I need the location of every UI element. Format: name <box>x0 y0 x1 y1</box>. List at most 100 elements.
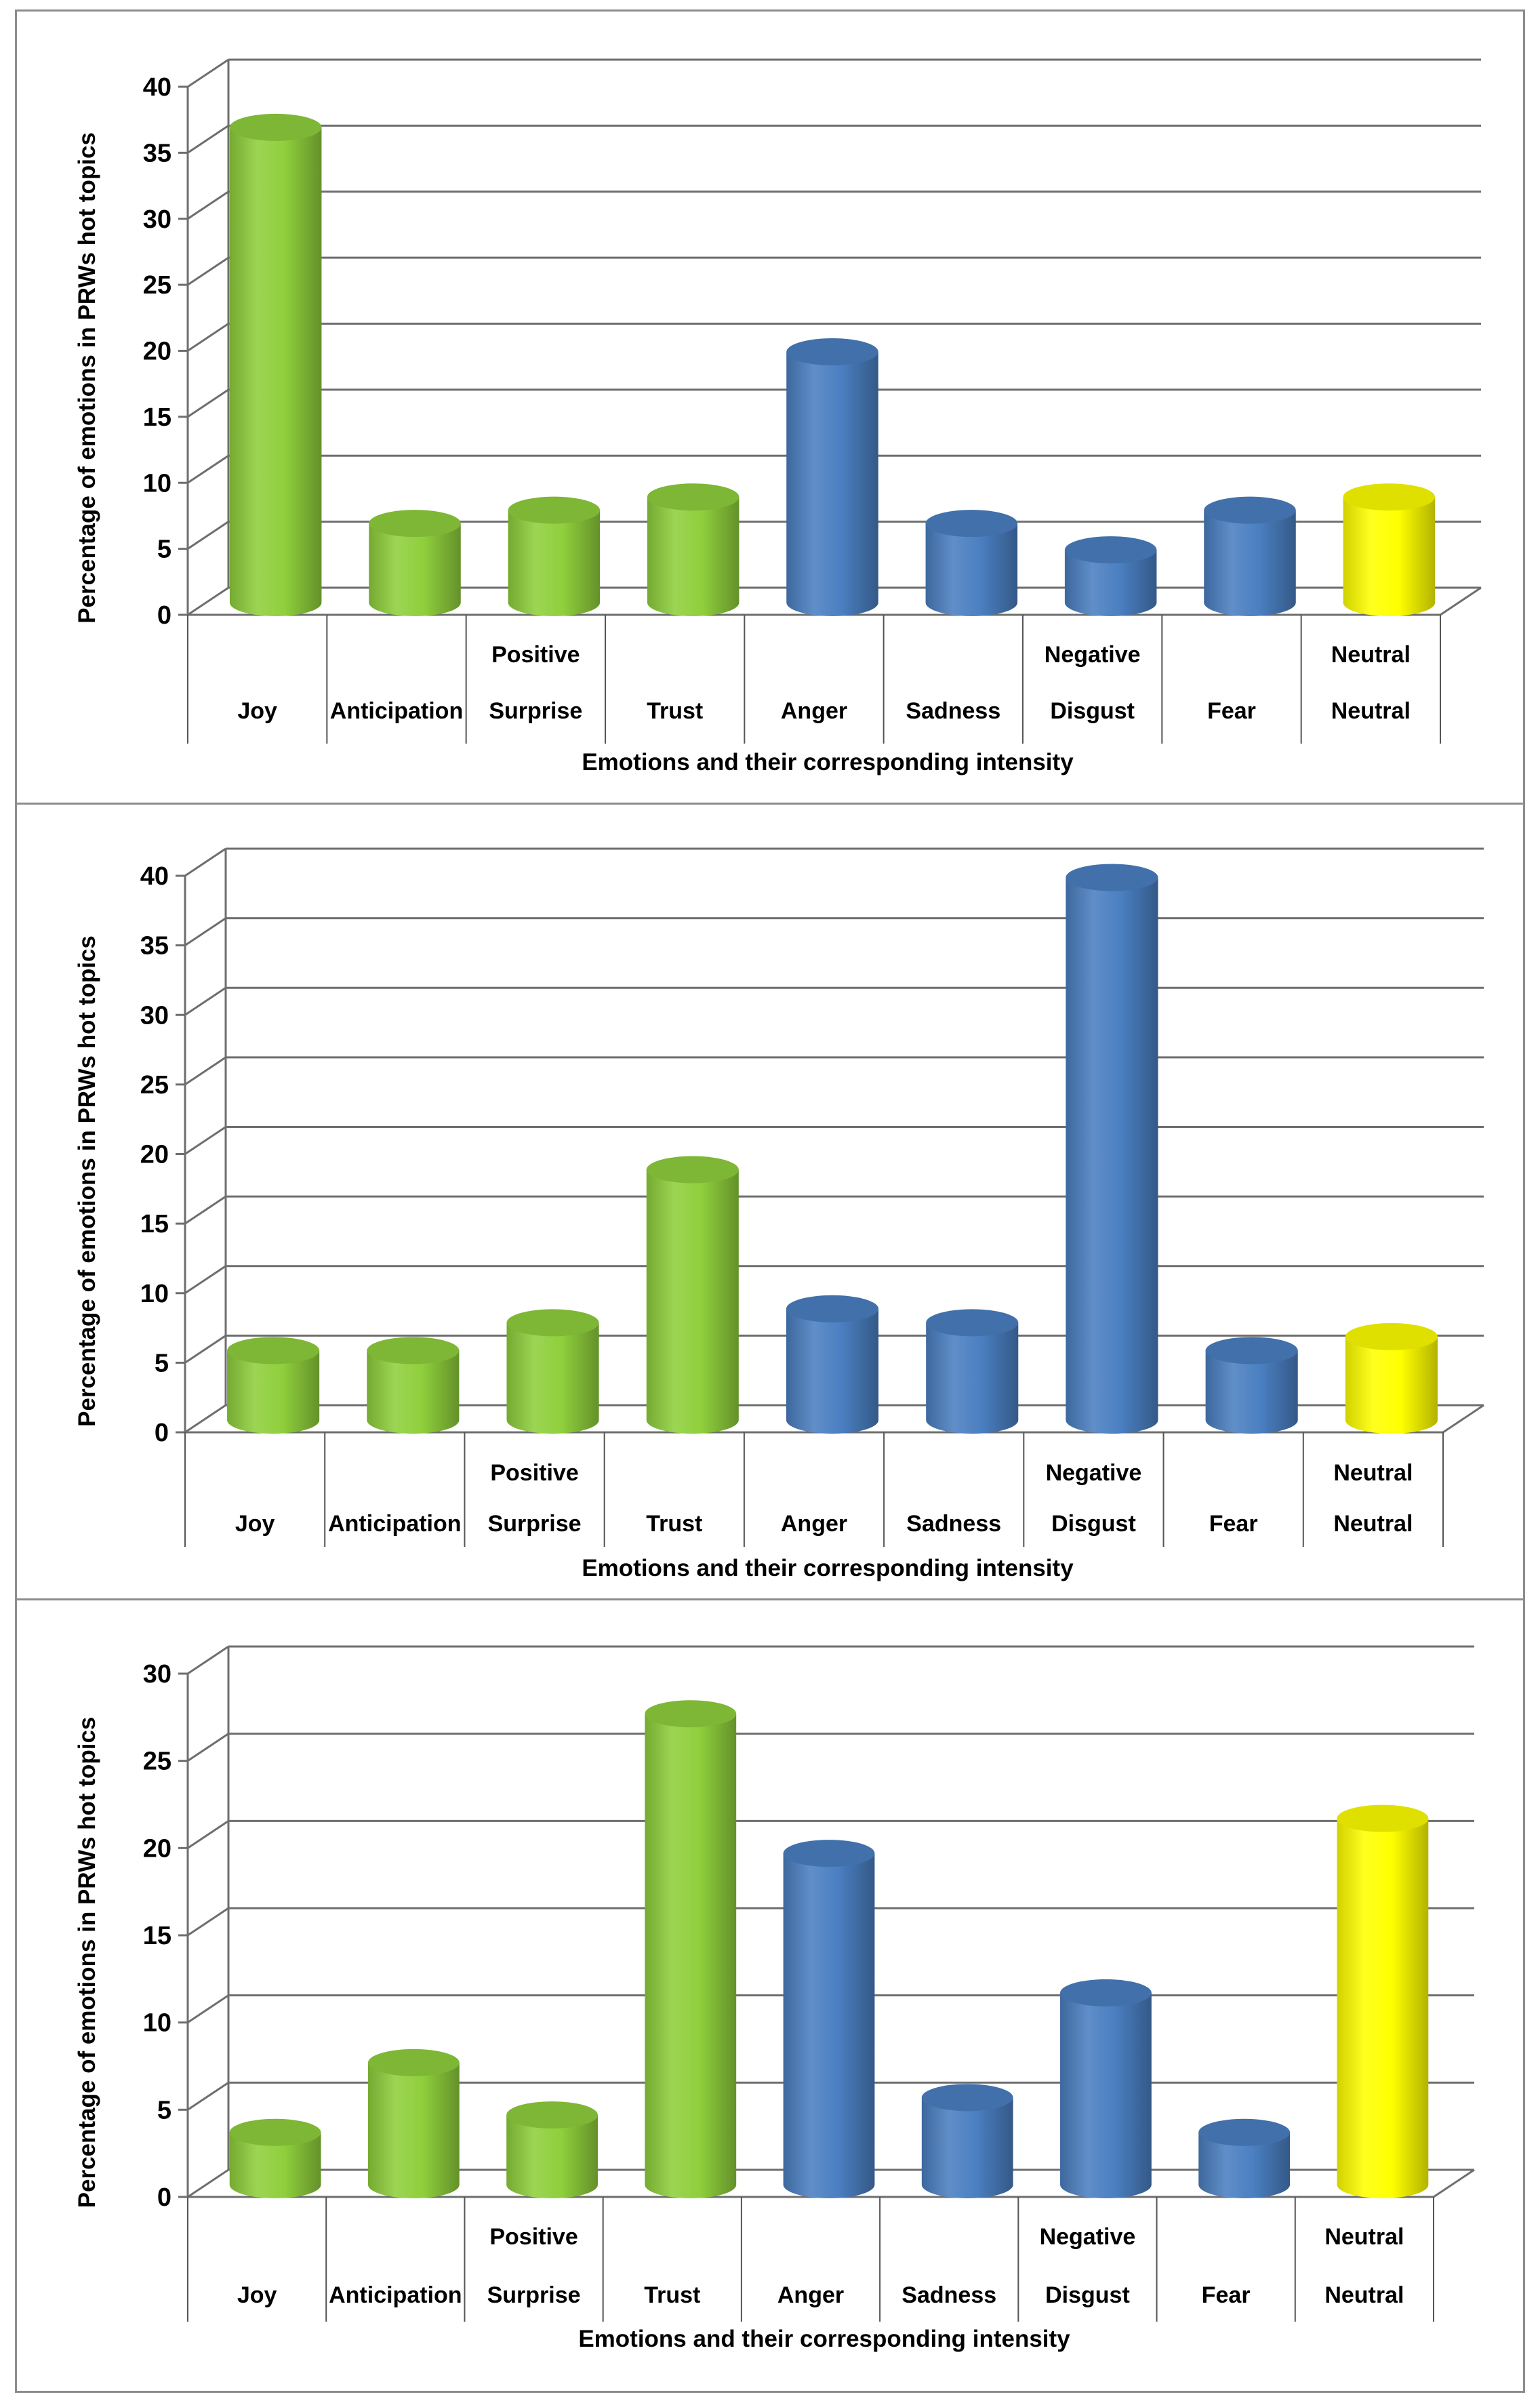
bar-anger <box>786 1295 879 1434</box>
bar-fear <box>1198 2118 1291 2198</box>
bar-top <box>367 2048 460 2076</box>
side-grid-line <box>187 256 229 286</box>
group-label-positive: Positive <box>490 1460 578 1486</box>
bar-top <box>506 1309 599 1337</box>
bars <box>229 113 1436 617</box>
bar-top <box>1198 2118 1291 2146</box>
bar-top <box>1066 864 1158 891</box>
side-grid-line <box>187 2168 229 2198</box>
bar-neutral <box>1337 1804 1429 2198</box>
group-label-positive: Positive <box>489 2224 578 2250</box>
bar-body <box>1064 550 1157 617</box>
bar-top <box>926 1309 1019 1337</box>
bar-body <box>229 127 322 617</box>
bar-top <box>786 338 878 365</box>
category-label: Surprise <box>489 698 582 724</box>
chart-2: 0 5 10 15 20 25 30 35 40 Percentage of emotions i… <box>74 847 1484 1581</box>
x-axis-label: Emotions and their corresponding intensi… <box>578 2326 1070 2352</box>
side-grid-line <box>187 586 229 616</box>
group-label-neutral: Neutral <box>1324 2224 1404 2250</box>
bar-top <box>229 113 322 141</box>
bar-top <box>369 510 461 538</box>
category-label: Fear <box>1209 1511 1258 1537</box>
category-label: Neutral <box>1333 1511 1413 1537</box>
category-table: Joy Anticipation Surprise Trust Anger Sadness… <box>187 2197 1434 2322</box>
category-label: Joy <box>235 1511 275 1537</box>
bar-disgust <box>1064 536 1157 617</box>
bar-surprise <box>508 496 601 617</box>
bar-body <box>229 2132 321 2198</box>
bar-body <box>921 2097 1013 2198</box>
y-tick-label: 10 <box>140 1280 169 1308</box>
category-label: Joy <box>237 2282 277 2308</box>
chart-panel-2: 0 5 10 15 20 25 30 35 40 Percentage of emotions i… <box>15 803 1525 1602</box>
bar-body <box>1204 510 1296 617</box>
category-label: Sadness <box>906 698 1000 724</box>
y-axis-label: Percentage of emotions in PRWs hot topic… <box>74 935 100 1427</box>
bar-body <box>227 1350 320 1434</box>
side-grid-line <box>184 1056 226 1086</box>
y-tick-label: 10 <box>143 2009 171 2038</box>
bar-body <box>925 523 1018 617</box>
bar-top <box>1204 496 1296 524</box>
floor-edge <box>1442 1404 1484 1434</box>
bar-top <box>645 1700 737 1728</box>
side-grid-line <box>187 1820 229 1849</box>
bar-joy <box>229 2118 321 2198</box>
bar-body <box>1345 1336 1438 1434</box>
category-label: Anger <box>777 2282 844 2308</box>
bar-trust <box>645 1700 737 2198</box>
group-label-neutral: Neutral <box>1333 1460 1413 1486</box>
y-tick-label: 10 <box>143 469 171 498</box>
y-tick-label: 35 <box>143 139 171 167</box>
y-axis-label: Percentage of emotions in PRWs hot topic… <box>74 132 100 624</box>
bar-anger <box>783 1840 875 2198</box>
y-tick-label: 5 <box>157 536 171 564</box>
bar-body <box>926 1322 1019 1434</box>
y-tick-label: 20 <box>140 1141 169 1169</box>
category-label: Anger <box>781 698 847 724</box>
y-tick-label: 40 <box>143 73 171 102</box>
side-grid-line <box>184 1195 226 1225</box>
bar-top <box>925 510 1018 538</box>
y-axis-label: Percentage of emotions in PRWs hot topic… <box>74 1717 100 2208</box>
group-label-negative: Negative <box>1040 2224 1136 2250</box>
side-grid-line <box>187 1907 229 1937</box>
y-tick-label: 30 <box>140 1001 169 1030</box>
chart-3: 0 5 10 15 20 25 30 Percentage of emotions in PR… <box>74 1645 1475 2352</box>
y-tick-label: 0 <box>155 1419 169 1447</box>
side-grid-line <box>187 521 229 550</box>
bar-top <box>1345 1322 1438 1350</box>
bar-top <box>1064 536 1157 564</box>
side-grid-line <box>184 1126 226 1155</box>
bar-body <box>645 1714 737 2198</box>
bar-top <box>508 496 601 524</box>
y-tick-label: 30 <box>143 205 171 234</box>
category-label: Fear <box>1207 698 1256 724</box>
side-grid-line <box>184 847 226 877</box>
y-tick-label: 25 <box>140 1071 169 1099</box>
y-tick-label: 40 <box>140 862 169 891</box>
side-grid-line <box>187 1645 229 1675</box>
category-label: Surprise <box>487 2282 581 2308</box>
category-label: Neutral <box>1324 2282 1404 2308</box>
bar-body <box>647 497 739 616</box>
bar-top <box>227 1337 320 1365</box>
bar-top <box>1060 1979 1152 2006</box>
y-tick-label: 0 <box>157 2183 171 2212</box>
bar-top <box>229 2118 321 2146</box>
category-label: Sadness <box>906 1511 1001 1537</box>
side-grid-line <box>187 323 229 352</box>
bar-top <box>921 2084 1013 2112</box>
floor-edge <box>1433 2168 1475 2198</box>
bar-disgust <box>1060 1979 1152 2198</box>
group-label-positive: Positive <box>491 642 580 668</box>
side-grid-line <box>184 1265 226 1294</box>
category-label: Anticipation <box>329 2282 462 2308</box>
y-tick-label: 25 <box>143 271 171 300</box>
category-table: Joy Anticipation Surprise Trust Anger Sadness… <box>184 1432 1444 1547</box>
y-tick-label: 25 <box>143 1748 171 1776</box>
bar-top <box>1337 1804 1429 1832</box>
y-tick-label: 0 <box>157 601 171 630</box>
